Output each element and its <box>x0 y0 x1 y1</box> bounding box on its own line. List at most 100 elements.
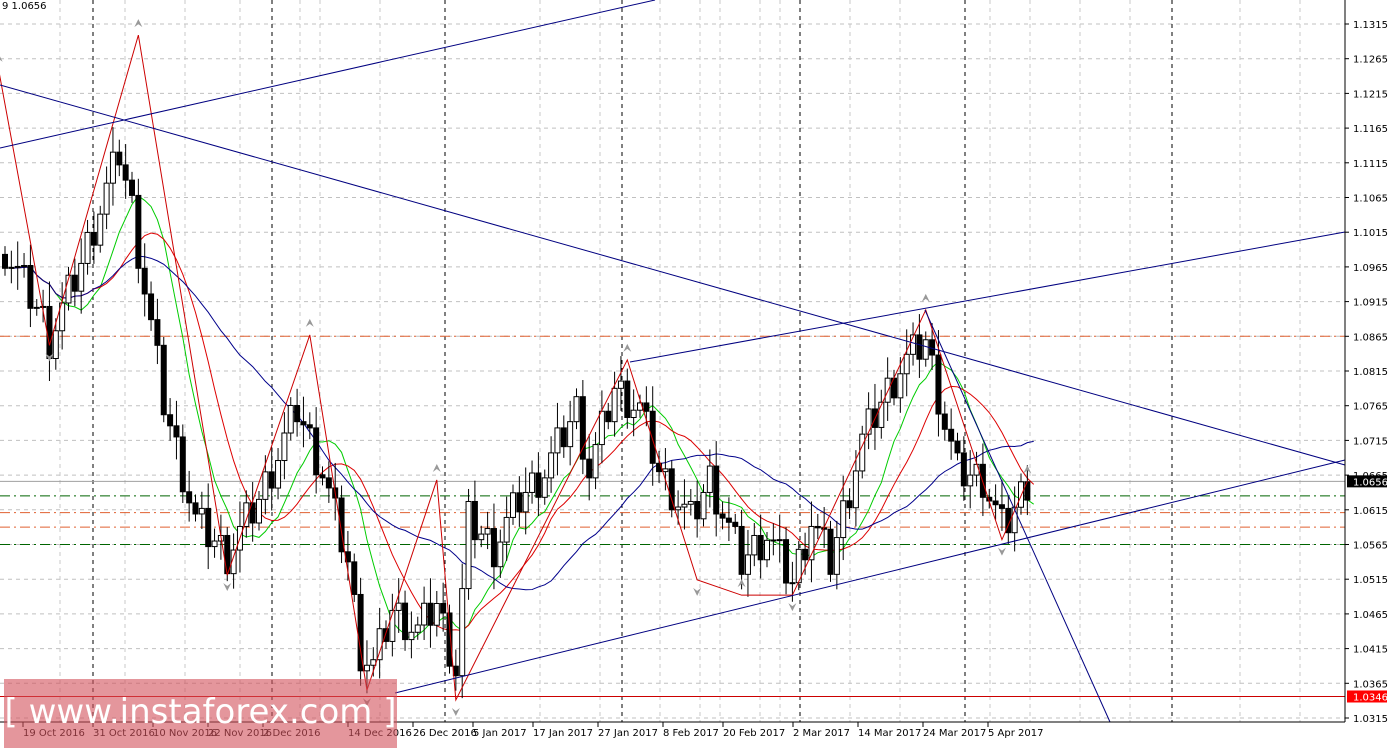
candle-body <box>249 502 256 524</box>
candle-body <box>33 306 40 309</box>
trend-line <box>0 0 656 149</box>
candle-body <box>827 528 834 575</box>
x-tick-label: 8 Feb 2017 <box>663 728 719 739</box>
fractal-arrow-icon <box>997 547 1006 556</box>
candle-body <box>376 628 383 661</box>
candle-body <box>8 266 15 269</box>
candle-body <box>808 525 815 561</box>
candle-body <box>173 425 180 438</box>
trend-line <box>629 231 1346 363</box>
x-tick-label: 5 Jan 2017 <box>473 728 527 739</box>
candle-body <box>116 151 123 166</box>
candle-body <box>46 305 53 360</box>
candle-body <box>554 427 561 454</box>
candle-body <box>198 507 205 515</box>
candle-body <box>897 373 904 399</box>
y-tick-label: 1.0615 <box>1353 506 1388 517</box>
zigzag-line <box>0 34 1028 702</box>
candle-body <box>148 293 155 321</box>
candle-body <box>706 465 713 493</box>
candle-body <box>109 151 116 184</box>
candle-body <box>1018 481 1024 508</box>
candle-body <box>503 516 510 543</box>
candle-body <box>833 537 840 575</box>
watermark-logo: [ www.instaforex.com ] <box>4 679 397 748</box>
candle-body <box>535 472 542 498</box>
candle-body <box>624 380 631 418</box>
candle-body <box>275 460 282 489</box>
x-tick-label: 26 Dec 2016 <box>413 728 477 739</box>
candle-body <box>27 265 34 309</box>
candle-body <box>668 468 675 511</box>
candle-body <box>617 380 624 389</box>
candle-body <box>402 602 409 641</box>
candle-body <box>592 444 599 479</box>
current-price-label: 1.0656 <box>1353 477 1388 488</box>
candle-body <box>510 492 516 518</box>
candle-body <box>967 474 974 487</box>
candle-body <box>884 377 891 403</box>
candle-body <box>2 253 8 269</box>
low-level-price-label: 1.0346 <box>1353 692 1388 703</box>
symbol-header: 9 1.0656 <box>0 1 49 12</box>
candle-body <box>395 602 402 611</box>
candle-body <box>338 497 345 553</box>
candle-body <box>522 491 529 513</box>
candle-body <box>922 339 929 360</box>
fractal-arrow-icon <box>788 603 797 612</box>
plot-area <box>0 0 1345 722</box>
candle-body <box>471 500 478 541</box>
candle-body <box>567 421 574 448</box>
candle-body <box>719 513 726 519</box>
moving-average-line <box>11 195 1034 641</box>
candle-body <box>129 179 135 196</box>
x-tick-label: 17 Jan 2017 <box>533 728 593 739</box>
candle-body <box>211 540 218 548</box>
candle-body <box>586 458 593 479</box>
candle-body <box>935 354 942 415</box>
candle-body <box>751 534 758 556</box>
y-tick-label: 1.1265 <box>1353 55 1388 66</box>
fractal-arrow-icon <box>1023 465 1032 474</box>
fractal-arrow-icon <box>45 353 54 362</box>
candle-body <box>40 305 47 308</box>
candle-body <box>865 408 872 435</box>
candle-body <box>814 525 821 529</box>
candle-body <box>205 507 212 548</box>
candle-body <box>998 504 1005 509</box>
candle-body <box>694 500 701 520</box>
candle-body <box>738 525 745 575</box>
candle-body <box>294 404 301 423</box>
fractal-arrow-icon <box>134 19 143 28</box>
y-tick-label: 1.1215 <box>1353 89 1388 100</box>
candle-body <box>605 410 612 423</box>
y-tick-label: 1.0415 <box>1353 645 1388 656</box>
candle-body <box>852 470 859 509</box>
y-tick-label: 1.1315 <box>1353 20 1388 31</box>
y-tick-label: 1.0465 <box>1353 610 1388 621</box>
candle-body <box>103 182 110 215</box>
candle-body <box>192 502 199 515</box>
candle-body <box>662 468 669 473</box>
candle-body <box>878 401 885 428</box>
y-tick-label: 1.0515 <box>1353 575 1388 586</box>
y-tick-label: 1.1115 <box>1353 159 1388 170</box>
candle-body <box>954 440 961 454</box>
candle-body <box>573 396 580 423</box>
candle-body <box>770 539 777 542</box>
candle-body <box>59 302 66 332</box>
y-tick-label: 1.1065 <box>1353 194 1388 205</box>
candle-body <box>446 612 453 667</box>
candle-body <box>630 409 637 418</box>
candle-body <box>598 410 605 446</box>
trend-line <box>924 309 1111 723</box>
candle-body <box>903 353 910 375</box>
fractal-arrow-icon <box>623 343 632 352</box>
candle-body <box>122 164 129 181</box>
y-tick-label: 1.1015 <box>1353 228 1388 239</box>
candle-body <box>490 528 497 568</box>
candle-body <box>351 561 358 595</box>
candle-body <box>757 534 764 561</box>
y-tick-label: 1.1165 <box>1353 124 1388 135</box>
